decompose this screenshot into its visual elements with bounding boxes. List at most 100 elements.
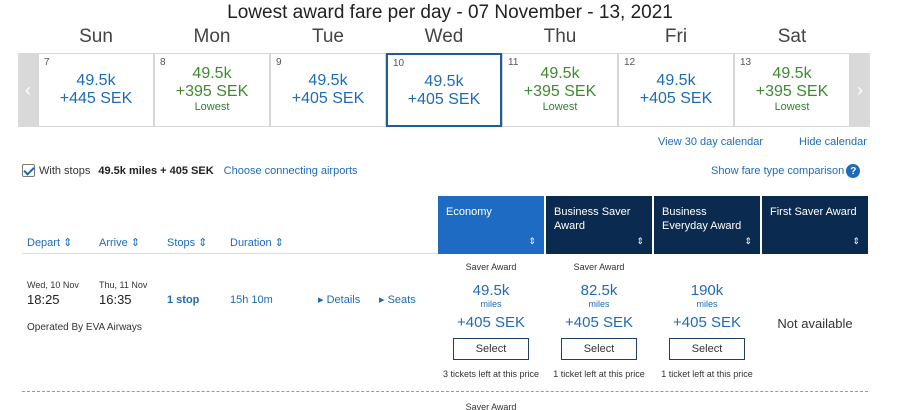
lowest-badge: Lowest xyxy=(194,101,230,113)
cabin-label: Economy xyxy=(446,206,492,218)
seats-link[interactable]: ▸ Seats xyxy=(379,294,416,306)
calendar-date: 7 xyxy=(44,57,50,68)
with-stops-filter: With stops 49.5k miles + 405 SEK Choose … xyxy=(22,164,358,177)
calendar-day-13[interactable]: 13 49.5k +395 SEK Lowest xyxy=(734,53,850,127)
fare-type: Saver Award xyxy=(573,262,625,272)
arrive-date: Thu, 11 Nov xyxy=(99,280,148,290)
details-link[interactable]: ▸ Details xyxy=(318,294,361,306)
calendar-date: 10 xyxy=(393,58,405,69)
with-stops-label: With stops xyxy=(39,164,91,177)
fare-miles: 49.5k xyxy=(472,282,510,299)
tickets-left-economy: 3 tickets left at this price xyxy=(442,369,540,379)
calendar-day-12[interactable]: 12 49.5k +405 SEK xyxy=(618,53,734,127)
calendar-miles: 49.5k xyxy=(192,65,232,82)
page-title: Lowest award fare per day - 07 November … xyxy=(227,2,673,23)
sort-icon: ⇕ xyxy=(852,236,860,246)
calendar-price: +395 SEK xyxy=(755,83,829,100)
calendar-day-8[interactable]: 8 49.5k +395 SEK Lowest xyxy=(154,53,270,127)
row-divider xyxy=(22,391,868,392)
sort-depart[interactable]: Depart ⇕ xyxy=(27,237,73,249)
calendar-day-7[interactable]: 7 49.5k +445 SEK xyxy=(38,53,154,127)
fare-miles: 190k xyxy=(690,282,724,299)
fare-miles-unit: miles xyxy=(480,299,502,309)
calendar-date: 8 xyxy=(160,57,166,68)
day-name-mon: Mon xyxy=(193,26,231,47)
calendar-price: +405 SEK xyxy=(291,90,365,107)
calendar-miles: 49.5k xyxy=(424,73,464,90)
day-name-sun: Sun xyxy=(79,26,113,47)
fare-business-everyday: 190k miles +405 SEK Select xyxy=(654,262,760,360)
calendar-miles: 49.5k xyxy=(76,72,116,89)
flight-duration: 15h 10m xyxy=(230,294,273,306)
calendar-price: +395 SEK xyxy=(175,83,249,100)
cabin-header-first-saver[interactable]: First Saver Award ⇕ xyxy=(762,196,868,254)
with-stops-price: 49.5k miles + 405 SEK xyxy=(98,164,214,177)
help-icon[interactable]: ? xyxy=(846,164,861,178)
select-business-saver-button[interactable]: Select xyxy=(561,338,637,360)
first-not-available: Not available xyxy=(777,316,853,331)
calendar-price: +395 SEK xyxy=(523,83,597,100)
cabin-label: First Saver Award xyxy=(770,206,857,218)
select-economy-button[interactable]: Select xyxy=(453,338,529,360)
calendar-miles: 49.5k xyxy=(308,72,348,89)
lowest-badge: Lowest xyxy=(542,101,578,113)
hide-calendar-link[interactable]: Hide calendar xyxy=(799,136,867,148)
day-name-wed: Wed xyxy=(424,26,464,47)
calendar-day-9[interactable]: 9 49.5k +405 SEK xyxy=(270,53,386,127)
fare-price: +405 SEK xyxy=(673,314,741,331)
sort-icon: ⇕ xyxy=(528,236,536,246)
header-divider xyxy=(22,253,438,254)
operated-by: Operated By EVA Airways xyxy=(27,322,142,333)
depart-time: 18:25 xyxy=(27,292,60,307)
calendar-miles: 49.5k xyxy=(656,72,696,89)
cabin-label: Business Saver Award xyxy=(554,206,631,232)
fare-miles-unit: miles xyxy=(588,299,610,309)
calendar-miles: 49.5k xyxy=(772,65,812,82)
sort-arrive[interactable]: Arrive ⇕ xyxy=(99,237,140,249)
calendar-price: +445 SEK xyxy=(59,90,133,107)
fare-price: +405 SEK xyxy=(457,314,525,331)
sort-icon: ⇕ xyxy=(636,236,644,246)
day-name-sat: Sat xyxy=(777,26,807,47)
stops-link[interactable]: 1 stop xyxy=(167,294,200,306)
day-name-fri: Fri xyxy=(664,26,688,47)
calendar-date: 11 xyxy=(508,57,519,68)
depart-date: Wed, 10 Nov xyxy=(27,280,79,290)
cabin-header-business-everyday[interactable]: Business Everyday Award ⇕ xyxy=(654,196,760,254)
show-fare-comparison-link[interactable]: Show fare type comparison xyxy=(711,165,845,177)
arrive-time: 16:35 xyxy=(99,292,132,307)
fare-type xyxy=(654,262,760,274)
day-name-tue: Tue xyxy=(311,26,345,47)
cabin-header-economy[interactable]: Economy ⇕ xyxy=(438,196,544,254)
fare-economy: Saver Award 49.5k miles +405 SEK Select xyxy=(438,262,544,360)
choose-connecting-airports-link[interactable]: Choose connecting airports xyxy=(223,164,358,177)
calendar-date: 13 xyxy=(740,57,752,68)
calendar-date: 12 xyxy=(624,57,636,68)
calendar-next-button[interactable]: › xyxy=(850,53,870,127)
cabin-header-business-saver[interactable]: Business Saver Award ⇕ xyxy=(546,196,652,254)
next-row-fare-type: Saver Award xyxy=(465,402,517,410)
view-30-day-calendar-link[interactable]: View 30 day calendar xyxy=(658,136,763,148)
sort-duration[interactable]: Duration ⇕ xyxy=(230,237,284,249)
lowest-badge: Lowest xyxy=(774,101,810,113)
calendar-miles: 49.5k xyxy=(540,65,580,82)
day-name-thu: Thu xyxy=(543,26,577,47)
select-business-everyday-button[interactable]: Select xyxy=(669,338,745,360)
show-fare-comparison[interactable]: Show fare type comparison ? xyxy=(711,164,861,178)
calendar-prev-button[interactable]: ‹ xyxy=(18,53,38,127)
chevron-left-icon: ‹ xyxy=(25,79,31,100)
calendar-price: +405 SEK xyxy=(639,90,713,107)
fare-miles-unit: miles xyxy=(696,299,718,309)
fare-business-saver: Saver Award 82.5k miles +405 SEK Select xyxy=(546,262,652,360)
with-stops-checkbox[interactable] xyxy=(22,164,35,177)
chevron-right-icon: › xyxy=(857,79,863,100)
tickets-left-business-saver: 1 ticket left at this price xyxy=(553,369,645,379)
calendar-day-10[interactable]: 10 49.5k +405 SEK xyxy=(386,53,502,127)
tickets-left-business-everyday: 1 ticket left at this price xyxy=(661,369,753,379)
sort-stops[interactable]: Stops ⇕ xyxy=(167,237,208,249)
sort-icon: ⇕ xyxy=(744,236,752,246)
calendar-date: 9 xyxy=(276,57,282,68)
calendar-price: +405 SEK xyxy=(407,91,481,108)
cabin-label: Business Everyday Award xyxy=(662,206,742,232)
calendar-day-11[interactable]: 11 49.5k +395 SEK Lowest xyxy=(502,53,618,127)
